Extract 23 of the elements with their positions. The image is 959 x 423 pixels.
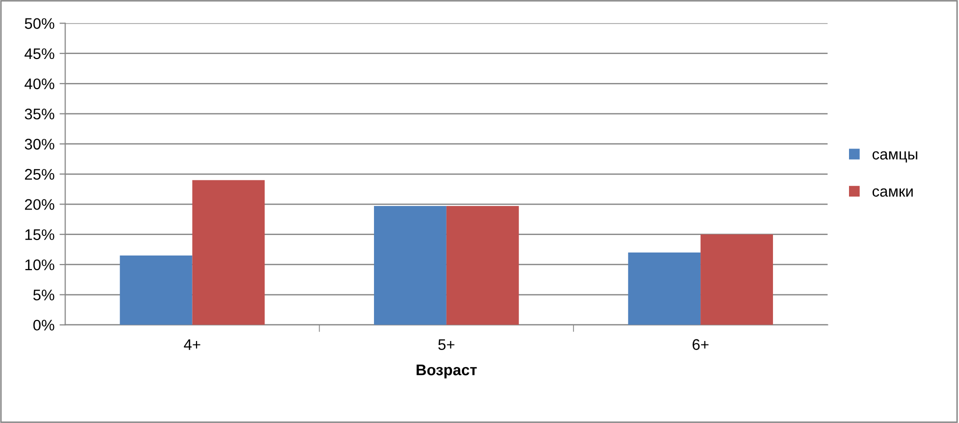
bar — [192, 180, 265, 325]
y-tick-label: 0% — [33, 320, 54, 331]
y-tick-label: 45% — [24, 48, 54, 60]
bar — [374, 206, 446, 325]
bar — [628, 252, 701, 325]
y-tick-label: 5% — [33, 290, 54, 300]
y-tick-label: 50% — [24, 18, 54, 29]
bar — [700, 234, 773, 325]
y-tick-label: 20% — [24, 199, 54, 210]
y-tick-label: 15% — [25, 229, 54, 240]
y-tick-label: 30% — [24, 138, 54, 150]
y-tick-label: 40% — [24, 78, 54, 90]
legend-label: самки — [872, 188, 913, 197]
y-tick-label: 10% — [25, 259, 54, 270]
legend-label: самцы — [872, 151, 918, 162]
y-tick-label: 35% — [24, 108, 54, 120]
bar — [120, 255, 192, 325]
x-tick-label: 5+ — [438, 339, 454, 350]
y-tick-label: 25% — [24, 168, 54, 180]
x-tick-label: 6+ — [692, 339, 709, 350]
bar — [446, 206, 519, 325]
x-tick-label: 4+ — [184, 339, 200, 350]
x-axis-title: Возраст — [416, 364, 477, 378]
